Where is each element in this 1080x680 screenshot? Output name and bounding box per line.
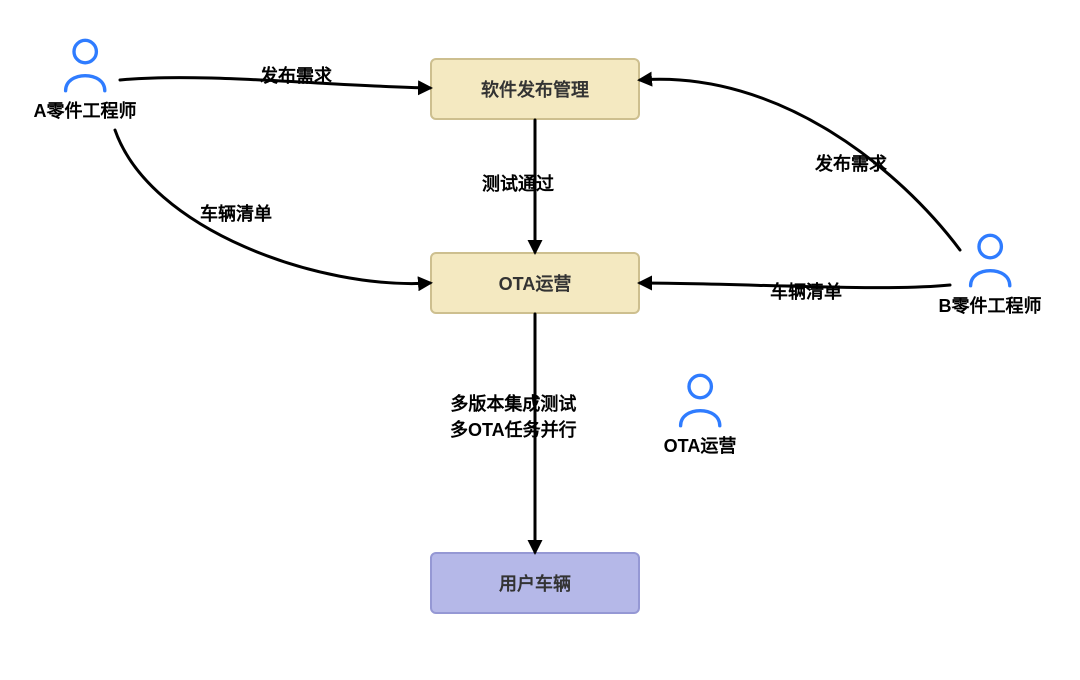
edge-label-b-to-ota: 车辆清单 bbox=[770, 278, 842, 304]
actor-eng-a: A零件工程师 bbox=[34, 37, 137, 123]
node-label: OTA运营 bbox=[499, 270, 572, 296]
actor-label: B零件工程师 bbox=[939, 292, 1042, 318]
edge-a-to-ota bbox=[115, 130, 430, 284]
edge-label-ota-to-vehicle: 多版本集成测试 多OTA任务并行 bbox=[450, 390, 577, 442]
actor-eng-b: B零件工程师 bbox=[939, 232, 1042, 318]
edge-label-b-to-release: 发布需求 bbox=[815, 150, 887, 176]
diagram-stage: 软件发布管理OTA运营用户车辆 A零件工程师 B零件工程师 OTA运营发布需求发… bbox=[0, 0, 1080, 680]
node-user-vehicle: 用户车辆 bbox=[430, 552, 640, 614]
actor-label: OTA运营 bbox=[664, 432, 737, 458]
node-label: 软件发布管理 bbox=[481, 76, 589, 102]
node-ota-ops: OTA运营 bbox=[430, 252, 640, 314]
edge-label-release-to-ota: 测试通过 bbox=[482, 170, 554, 196]
user-icon bbox=[965, 232, 1015, 288]
edge-b-to-release bbox=[640, 79, 960, 250]
node-label: 用户车辆 bbox=[499, 570, 571, 596]
actor-label: A零件工程师 bbox=[34, 97, 137, 123]
node-release-mgmt: 软件发布管理 bbox=[430, 58, 640, 120]
user-icon bbox=[60, 37, 110, 93]
user-icon bbox=[675, 372, 725, 428]
edge-label-a-to-ota: 车辆清单 bbox=[200, 200, 272, 226]
edge-label-a-to-release: 发布需求 bbox=[260, 62, 332, 88]
actor-ota: OTA运营 bbox=[664, 372, 737, 458]
